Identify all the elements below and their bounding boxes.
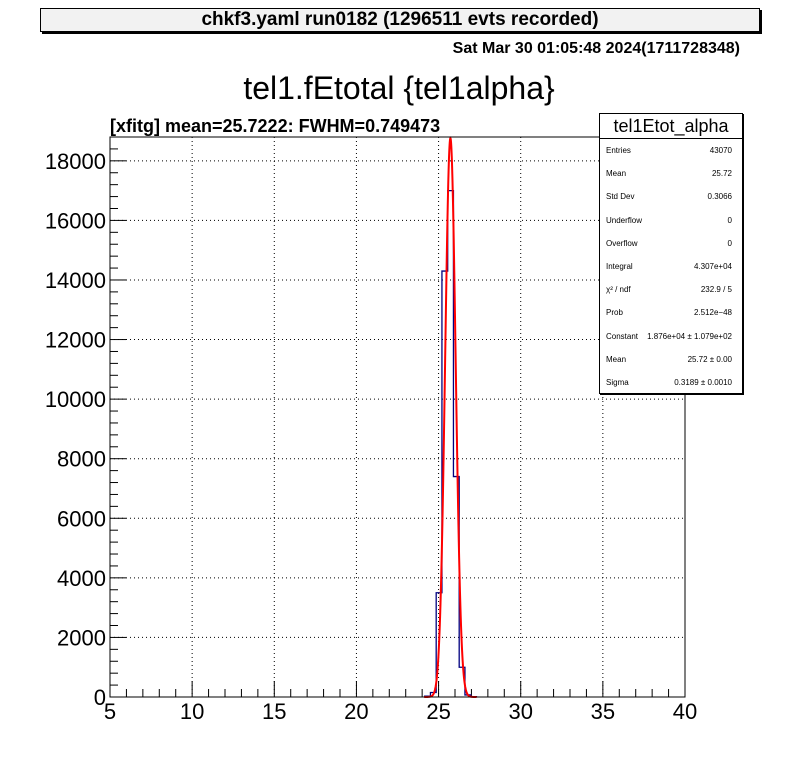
y-tick-label: 18000: [45, 149, 106, 174]
stats-value: 0: [727, 238, 732, 248]
stats-row: Prob 2.512e−48: [600, 301, 742, 324]
stats-row: χ² / ndf 232.9 / 5: [600, 278, 742, 301]
stats-row: Mean 25.72: [600, 162, 742, 185]
y-tick-label: 10000: [45, 387, 106, 412]
y-tick-label: 14000: [45, 268, 106, 293]
stats-value: 25.72 ± 0.00: [687, 354, 732, 364]
stats-label: Sigma: [606, 377, 629, 387]
y-tick-label: 6000: [57, 506, 106, 531]
canvas-title: chkf3.yaml run0182 (1296511 evts recorde…: [40, 8, 760, 32]
x-tick-label: 15: [262, 699, 286, 724]
x-tick-label: 35: [591, 699, 615, 724]
stats-value: 2.512e−48: [693, 308, 732, 318]
stats-label: Prob: [606, 308, 623, 318]
stats-row: Std Dev 0.3066: [600, 185, 742, 208]
stats-value: 43070: [709, 146, 732, 155]
stats-label: Entries: [606, 146, 631, 155]
stats-row: Underflow 0: [600, 209, 742, 232]
x-tick-label: 10: [180, 699, 204, 724]
y-tick-label: 4000: [57, 566, 106, 591]
y-tick-label: 12000: [45, 328, 106, 353]
y-tick-label: 16000: [45, 208, 106, 233]
stats-label: Integral: [606, 261, 633, 271]
stats-title: tel1Etot_alpha: [600, 114, 742, 139]
stats-value: 4.307e+04: [693, 261, 732, 271]
x-tick-label: 40: [673, 699, 697, 724]
x-axis-ticks: 5 10 15 20 25 30 35 40: [104, 681, 697, 724]
stats-rows: Entries 43070 Mean 25.72 Std Dev 0.3066 Underf…: [600, 139, 742, 394]
stats-row: Entries 43070: [600, 139, 742, 162]
histogram-bars: [424, 189, 478, 698]
stats-value: 232.9 / 5: [700, 285, 732, 295]
stats-label: Std Dev: [606, 192, 635, 202]
stats-row: Constant 1.876e+04 ± 1.079e+02: [600, 325, 742, 348]
stats-value: 25.72: [711, 169, 732, 179]
stats-value: 0.3189 ± 0.0010: [674, 377, 732, 387]
date-stamp: Sat Mar 30 01:05:48 2024(1711728348): [452, 40, 740, 57]
plot-frame: [109, 136, 686, 698]
stats-value: 1.876e+04 ± 1.079e+02: [647, 331, 732, 341]
grid-lines: [110, 137, 685, 697]
stats-label: Mean: [606, 354, 627, 364]
x-tick-label: 20: [344, 699, 368, 724]
stats-box: tel1Etot_alpha Entries 43070 Mean 25.72 Std …: [599, 113, 743, 394]
fit-label: [xfitg] mean=25.7222: FWHM=0.749473: [110, 116, 441, 136]
y-tick-label: 8000: [57, 447, 106, 472]
stats-row: Sigma 0.3189 ± 0.0010: [600, 371, 742, 394]
x-tick-label: 5: [104, 699, 116, 724]
stats-row: Mean 25.72 ± 0.00: [600, 348, 742, 371]
stats-value: 0: [727, 215, 732, 225]
y-tick-label: 2000: [57, 625, 106, 650]
stats-label: Mean: [606, 169, 627, 179]
stats-value: 0.3066: [707, 192, 732, 202]
histogram-bin: [448, 191, 454, 697]
histogram-outline: [424, 189, 478, 698]
stats-label: χ² / ndf: [606, 285, 631, 295]
stats-label: Constant: [606, 331, 639, 341]
histogram-title: tel1.fEtotal {tel1alpha}: [243, 70, 555, 106]
x-tick-label: 30: [508, 699, 532, 724]
stats-label: Overflow: [606, 238, 638, 248]
y-axis-ticks: 0 2000 4000 6000 8000 10000 12000 14000 16000 180…: [45, 136, 126, 710]
y-tick-label: 0: [94, 685, 106, 710]
stats-label: Underflow: [606, 215, 643, 225]
gaussian-fit-curve: [424, 136, 477, 698]
stats-row: Overflow 0: [600, 232, 742, 255]
stats-row: Integral 4.307e+04: [600, 255, 742, 278]
x-tick-label: 25: [426, 699, 450, 724]
